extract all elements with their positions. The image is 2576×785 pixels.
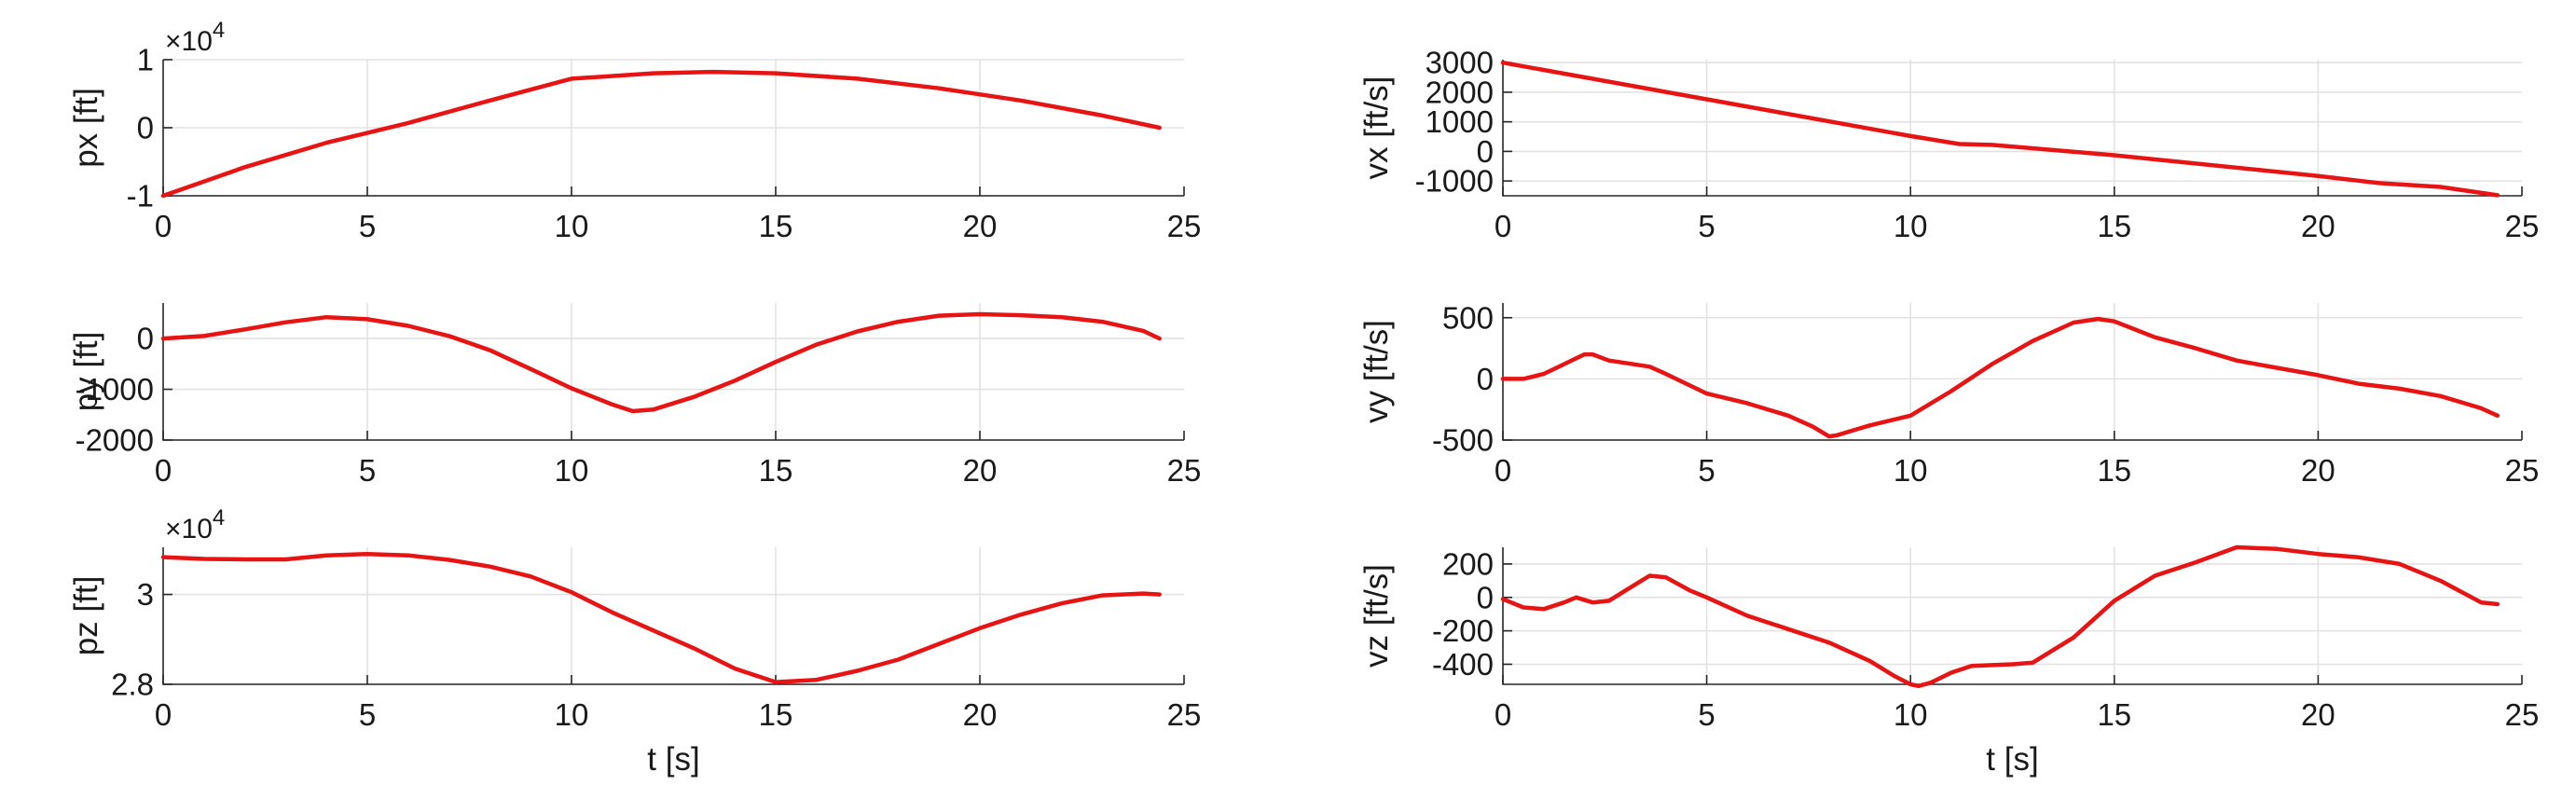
py-y-tick-label: -2000 [76, 423, 154, 458]
pz-x-tick-label: 5 [359, 697, 376, 732]
py-axes [162, 303, 1184, 441]
vz-y-tick-label: 0 [1477, 580, 1494, 614]
vx-x-tick-label: 20 [2301, 209, 2335, 243]
vz-x-axis-label: t [s] [1986, 741, 2038, 778]
vx-y-tick-label: 2000 [1426, 75, 1494, 109]
py-y-tick-label: 0 [137, 322, 154, 356]
vy-x-tick-label: 5 [1698, 453, 1715, 488]
pz-y-tick-label: 2.8 [111, 668, 154, 702]
py-x-tick-label: 20 [963, 453, 998, 488]
vz-x-tick-label: 5 [1698, 697, 1715, 732]
py-series-line [160, 311, 1162, 414]
pz-y-multiplier-exponent: 4 [213, 505, 225, 530]
vx-y-tick-label: -1000 [1415, 164, 1494, 199]
pz-y-axis-label: pz [ft] [68, 576, 104, 656]
vy-y-tick-label: 0 [1477, 362, 1494, 396]
py-x-tick-label: 15 [759, 453, 793, 488]
vx-series-line [1500, 60, 2500, 198]
px-x-tick-label: 5 [359, 209, 376, 243]
vy-y-tick-label: 500 [1442, 300, 1494, 335]
py-x-tick-label: 10 [555, 453, 589, 488]
vx-y-tick-label: 0 [1477, 134, 1494, 169]
vx-x-tick-label: 0 [1495, 209, 1511, 243]
vy-series-line [1500, 316, 2500, 439]
py-x-tick-label: 5 [359, 453, 376, 488]
px-y-tick-label: 1 [137, 43, 154, 77]
pz-x-tick-label: 10 [555, 697, 589, 732]
vz-x-tick-label: 0 [1495, 697, 1511, 732]
pz-series-line [160, 551, 1162, 684]
px-y-tick-label: 0 [137, 111, 154, 145]
px-x-tick-label: 10 [555, 209, 589, 243]
vz-y-tick-label: -400 [1432, 647, 1494, 682]
px-x-tick-label: 15 [759, 209, 793, 243]
py-y-tick-label: -1000 [76, 372, 154, 406]
vz-y-tick-label: -200 [1432, 613, 1494, 648]
px-series-line [160, 69, 1162, 199]
px-x-tick-label: 0 [155, 209, 172, 243]
subplot-py: 0 5 10 15 20 25 -2000 -1000 0 py [ft] [68, 303, 1201, 488]
vx-y-tick-label: 1000 [1426, 104, 1494, 139]
vx-x-tick-label: 15 [2097, 209, 2131, 243]
subplot-pz: 0 5 10 15 20 25 2.8 3 pz [ft] t [s] ×104 [68, 505, 1201, 778]
vz-y-axis-label: vz [ft/s] [1358, 564, 1395, 668]
vz-x-tick-label: 10 [1894, 697, 1928, 732]
vy-x-tick-label: 25 [2505, 453, 2540, 488]
vx-axes [1502, 60, 2522, 197]
vy-x-tick-label: 15 [2097, 453, 2131, 488]
px-x-tick-label: 20 [963, 209, 998, 243]
pz-axes [162, 547, 1184, 685]
vy-y-axis-label: vy [ft/s] [1358, 320, 1395, 423]
vy-x-tick-label: 20 [2301, 453, 2335, 488]
vz-x-tick-label: 15 [2097, 697, 2131, 732]
vz-x-tick-label: 20 [2301, 697, 2335, 732]
vx-x-tick-label: 10 [1894, 209, 1928, 243]
vx-y-axis-label: vx [ft/s] [1358, 76, 1395, 180]
vy-x-tick-label: 0 [1495, 453, 1511, 488]
vz-series-line [1500, 544, 2500, 689]
pz-y-tick-label: 3 [137, 577, 154, 612]
vx-x-tick-label: 25 [2505, 209, 2540, 243]
pz-x-tick-label: 15 [759, 697, 793, 732]
px-y-tick-label: -1 [127, 179, 154, 213]
pz-x-tick-label: 20 [963, 697, 998, 732]
pz-x-axis-label: t [s] [647, 741, 699, 778]
vx-y-tick-label: 3000 [1426, 46, 1494, 80]
vy-y-tick-label: -500 [1432, 423, 1494, 458]
py-x-tick-label: 25 [1167, 453, 1202, 488]
px-y-axis-label: px [ft] [68, 88, 104, 168]
px-x-tick-label: 25 [1167, 209, 1202, 243]
px-y-multiplier: ×104 [165, 18, 225, 57]
vz-x-tick-label: 25 [2505, 697, 2540, 732]
py-x-tick-label: 0 [155, 453, 172, 488]
px-y-multiplier-exponent: 4 [213, 18, 225, 43]
py-y-axis-label: py [ft] [68, 332, 104, 412]
vz-y-tick-label: 200 [1442, 546, 1494, 581]
vx-x-tick-label: 5 [1698, 209, 1715, 243]
pz-y-multiplier: ×104 [165, 505, 225, 544]
pz-x-tick-label: 0 [155, 697, 172, 732]
pz-x-tick-label: 25 [1167, 697, 1202, 732]
vy-x-tick-label: 10 [1894, 453, 1928, 488]
